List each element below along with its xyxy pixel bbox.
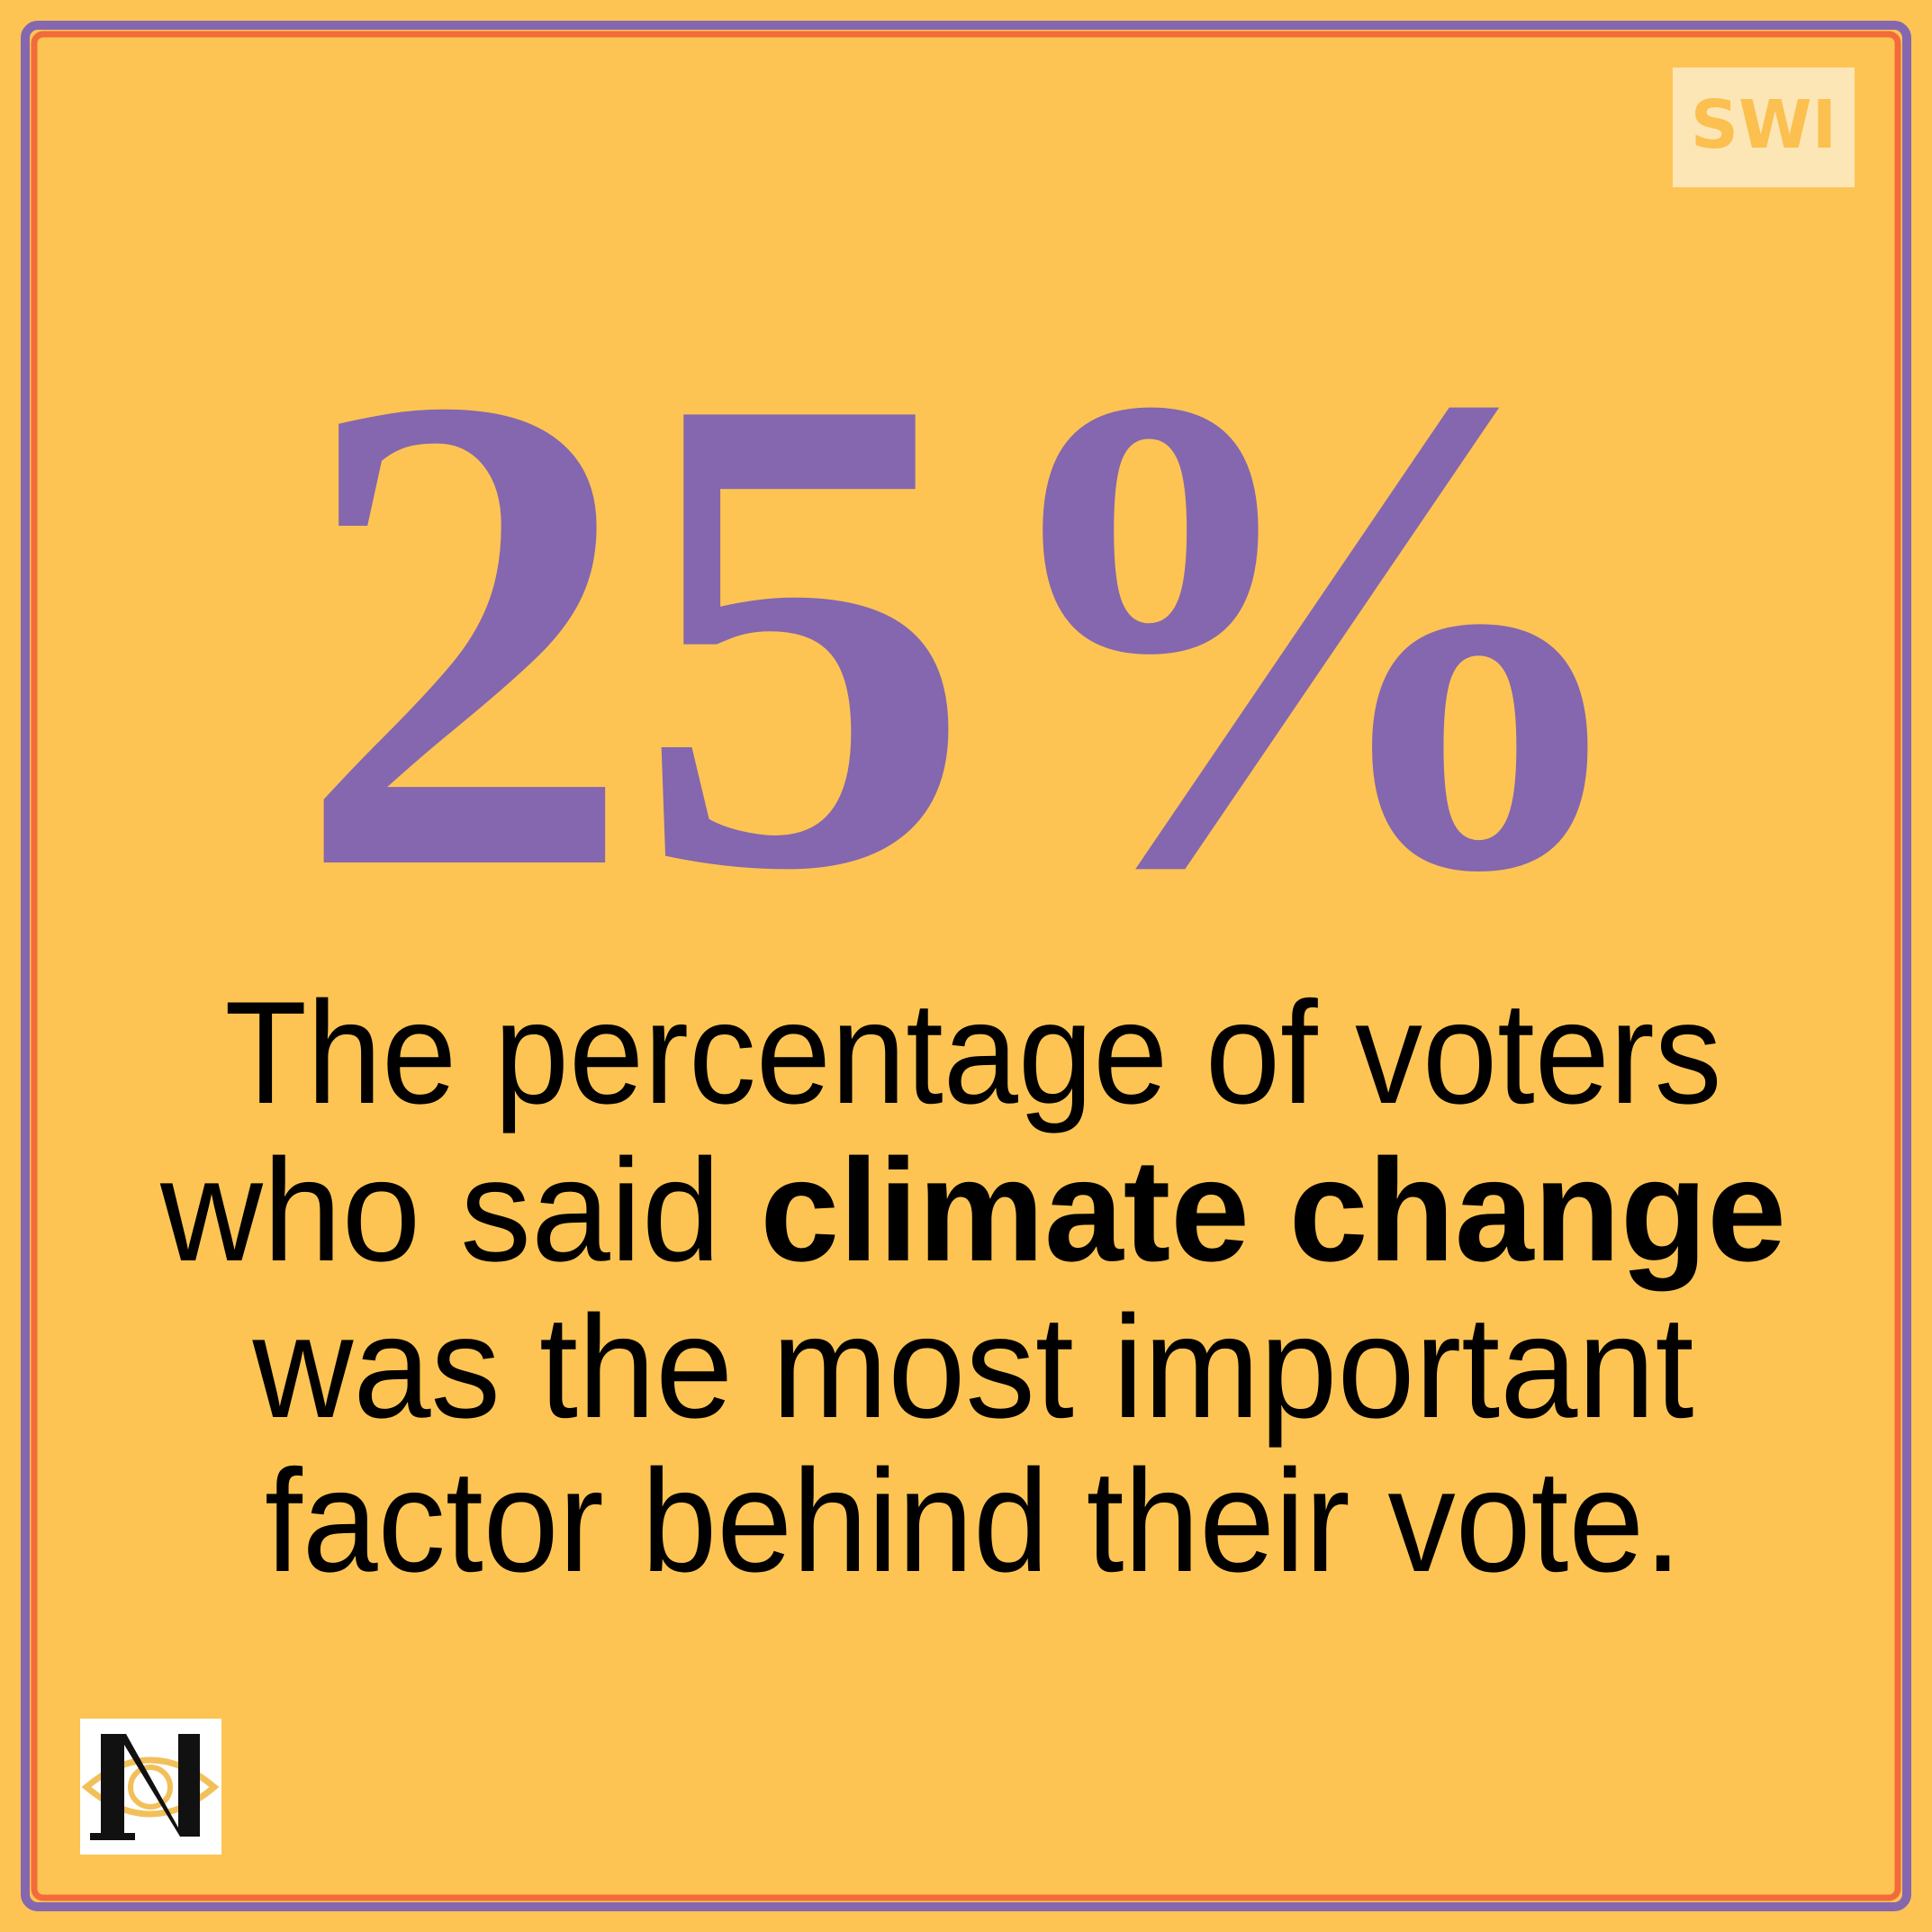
logo-box — [1673, 68, 1855, 187]
caption-text: The percentage of voters — [225, 971, 1722, 1134]
caption-line: factor behind their vote. — [265, 1440, 1682, 1602]
caption-line: was the most important — [252, 1286, 1694, 1449]
caption-text: factor behind their vote. — [265, 1440, 1682, 1602]
brand-icon-pupil — [128, 1765, 173, 1810]
brand-icon-serif — [90, 1833, 135, 1840]
brand-icon-eye — [81, 1756, 220, 1818]
caption-text: was the most important — [252, 1286, 1694, 1449]
logo-text: SWI — [1691, 86, 1837, 164]
caption-line: The percentage of voters — [225, 971, 1722, 1134]
inner-border — [31, 31, 1901, 1901]
caption-text: who said — [159, 1129, 760, 1292]
caption-line: who said climate change — [159, 1129, 1786, 1292]
brand-icon — [80, 1719, 221, 1855]
stat-value: 25% — [295, 254, 1651, 1011]
caption-emphasis: climate change — [760, 1129, 1786, 1292]
outer-border — [21, 21, 1911, 1911]
brand-icon-letterform — [101, 1734, 200, 1837]
